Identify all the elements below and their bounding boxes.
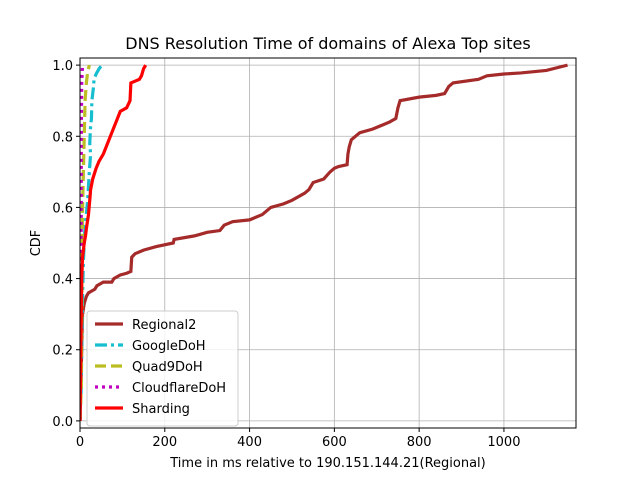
y-tick-label: 0.2	[52, 344, 73, 359]
legend-label: Quad9DoH	[132, 360, 203, 375]
x-axis-label: Time in ms relative to 190.151.144.21(Re…	[169, 456, 485, 471]
plot-frame	[79, 57, 577, 429]
legend-label: CloudflareDoH	[132, 381, 226, 396]
x-tick-label: 600	[322, 435, 347, 450]
x-tick-label: 800	[407, 435, 432, 450]
legend-label: Sharding	[132, 402, 190, 417]
x-tick-label: 200	[152, 435, 177, 450]
legend-box	[86, 310, 239, 427]
y-tick-label: 0.0	[52, 415, 73, 430]
x-tick-label: 0	[76, 435, 84, 450]
x-tick-label: 1000	[487, 435, 520, 450]
legend-label: Regional2	[132, 318, 196, 333]
y-tick-label: 0.6	[52, 201, 73, 216]
series-line	[80, 64, 148, 421]
y-tick-label: 0.8	[52, 130, 73, 145]
y-tick-label: 0.4	[52, 273, 73, 288]
x-tick-label: 400	[237, 435, 262, 450]
y-tick-label: 1.0	[52, 59, 73, 74]
y-axis-label: CDF	[29, 230, 44, 257]
series-line	[80, 63, 568, 421]
chart-title: DNS Resolution Time of domains of Alexa …	[125, 34, 530, 53]
legend-label: GoogleDoH	[132, 339, 206, 354]
